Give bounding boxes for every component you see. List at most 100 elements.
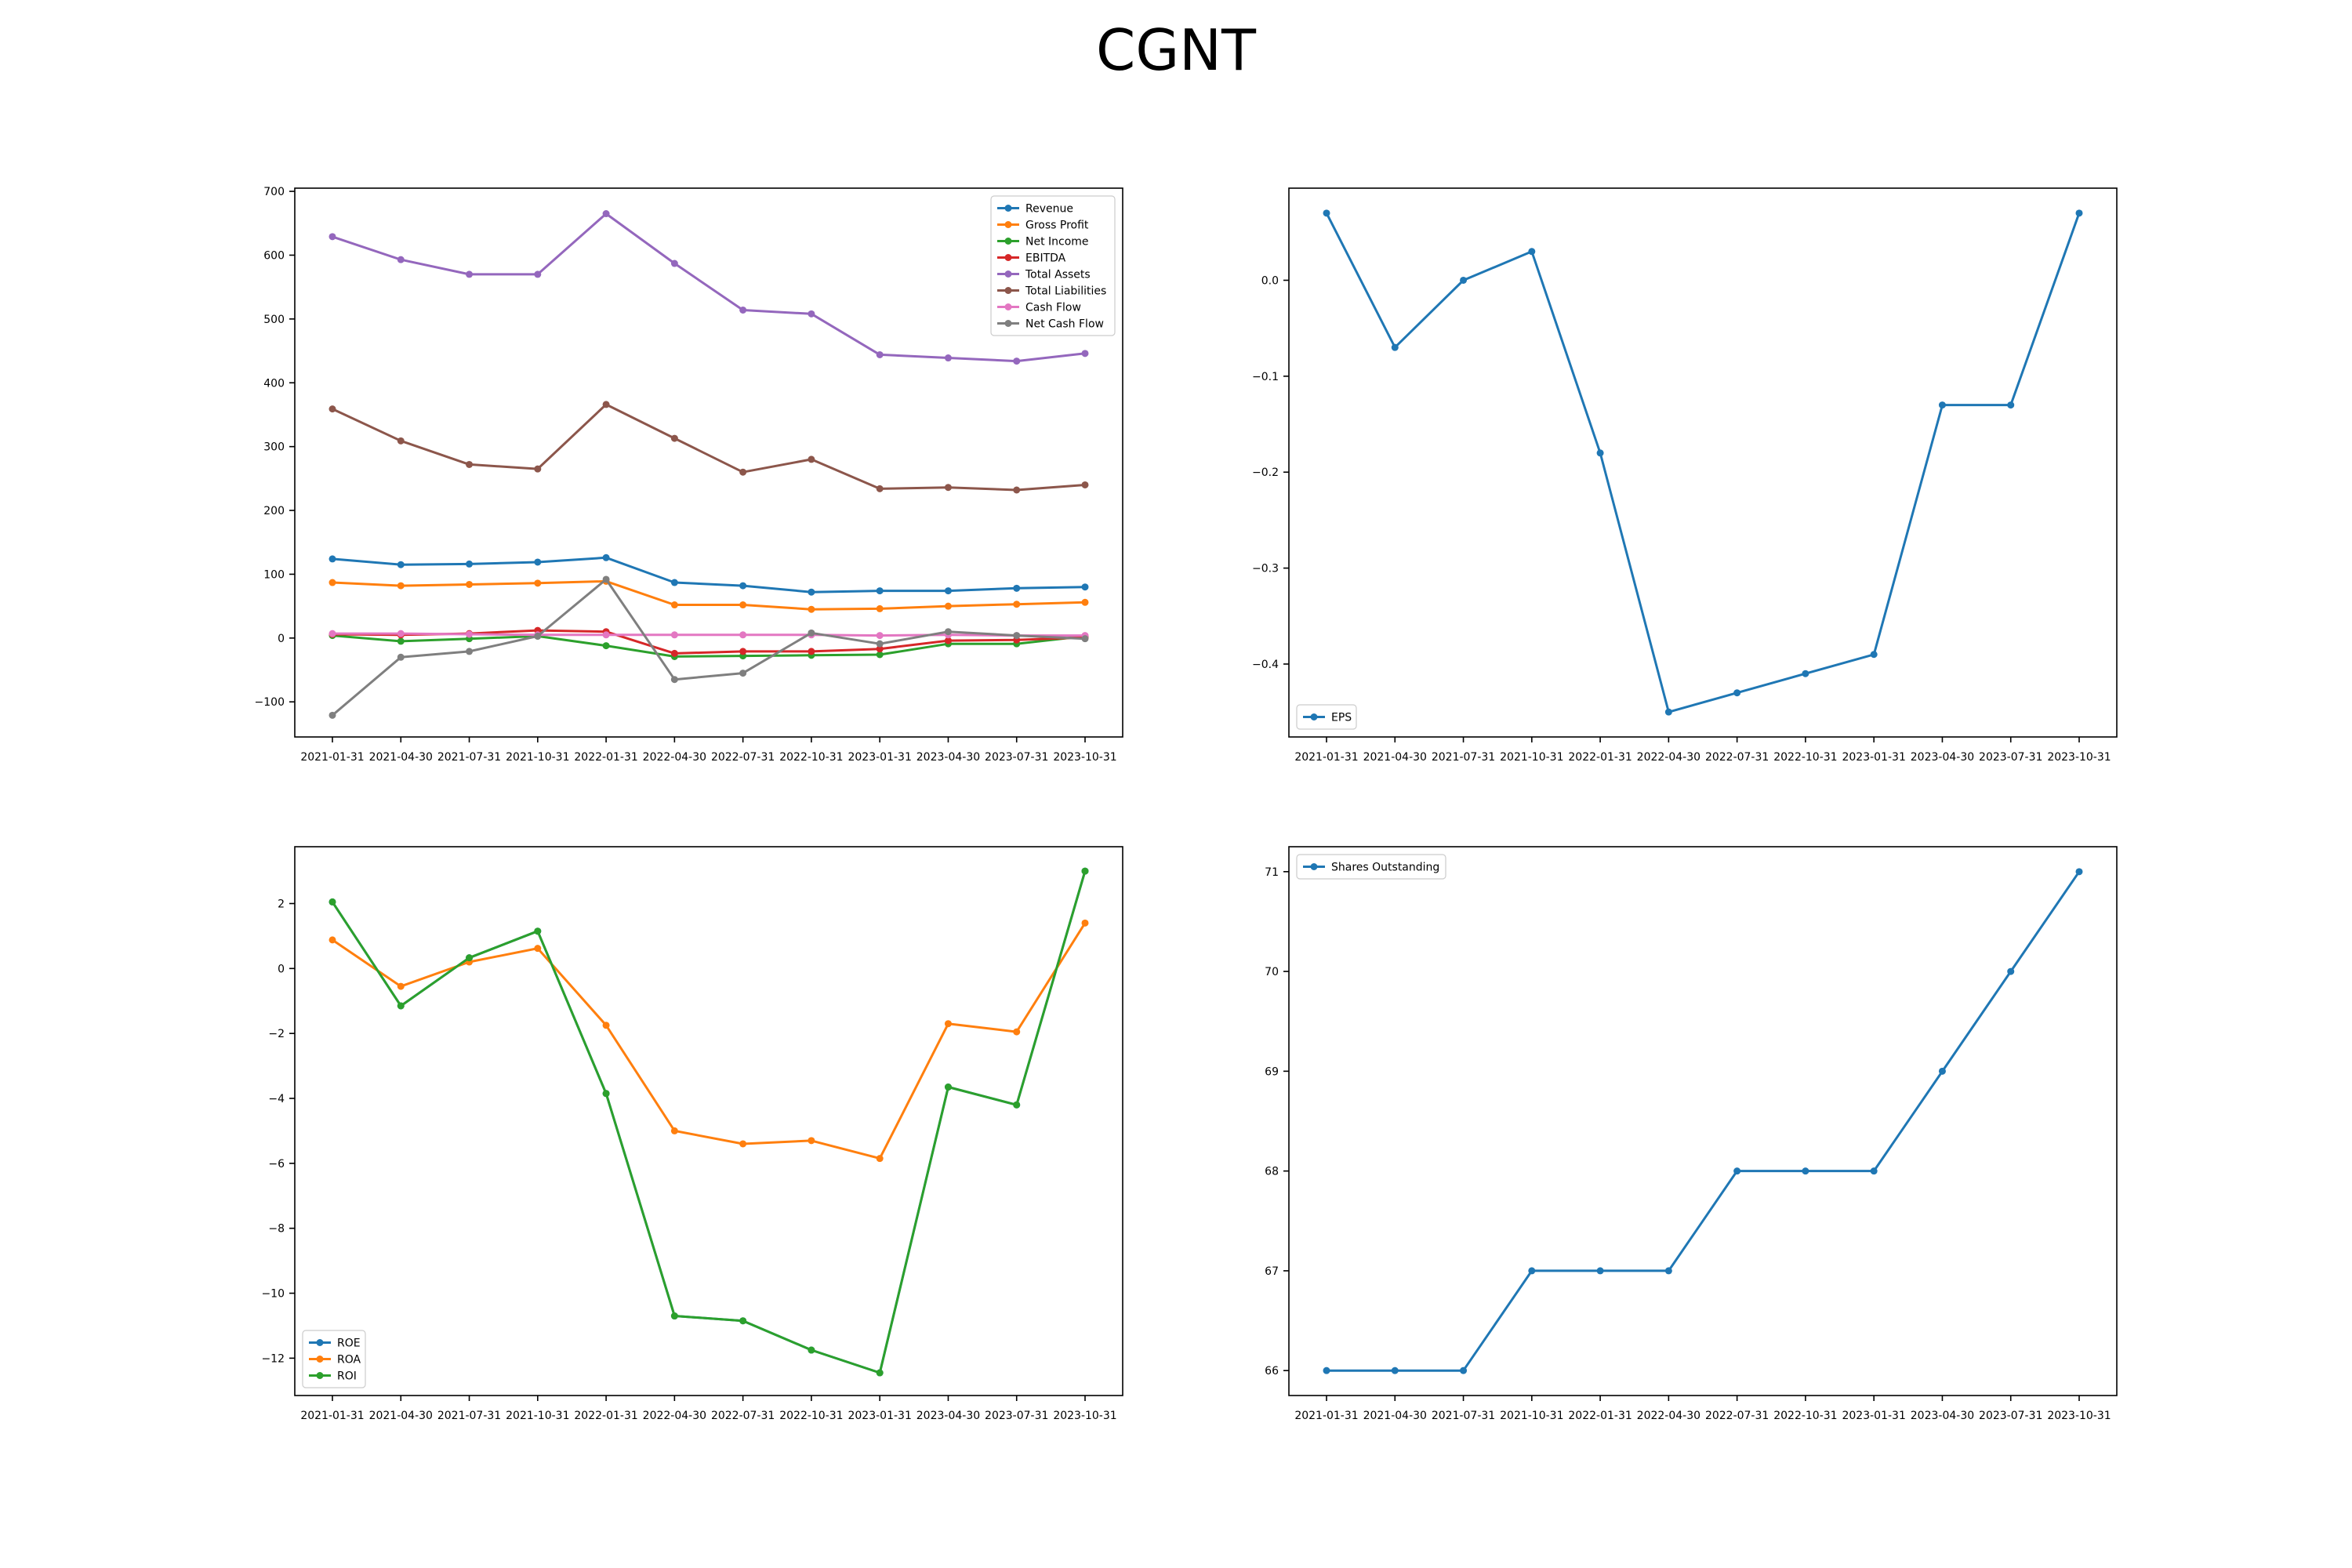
legend-label: EBITDA [1025,252,1066,265]
data-point [534,632,542,640]
data-point [1081,919,1089,927]
legend-label: ROE [337,1338,361,1350]
y-tick-label: 71 [1265,866,1279,879]
legend-swatch-marker [316,1356,324,1363]
x-tick-label: 2021-04-30 [1363,751,1427,764]
legend-label: Net Income [1025,236,1089,249]
series-eps [1323,209,2083,716]
data-point [1013,1028,1021,1036]
chart-panel-3: 2021-01-31 2021-04-30 2021-07-31 2021-10-31… [261,846,1123,1422]
data-point [944,1020,952,1028]
x-tick-label: 2023-07-31 [1979,751,2042,764]
series-roa [328,919,1089,1163]
data-point [1013,584,1021,592]
series-line [332,634,1086,658]
data-point [397,437,405,445]
data-point [670,260,678,267]
x-tick-label: 2021-07-31 [437,1410,501,1422]
data-point [1664,708,1672,716]
y-tick-label: 100 [263,568,285,581]
data-point [739,306,747,314]
y-tick-label: 300 [263,441,285,454]
data-point [2075,868,2083,876]
data-point [602,1022,610,1029]
data-point [670,434,678,442]
y-tick-label: 500 [263,314,285,326]
x-tick-label: 2021-10-31 [506,1410,569,1422]
series-line [331,870,1087,1374]
series-revenue [328,554,1089,596]
x-tick-label: 2023-07-31 [985,1410,1048,1422]
data-point [328,555,336,563]
data-point [808,588,815,596]
data-point [1460,1367,1468,1374]
x-tick-label: 2022-01-31 [1568,1410,1632,1422]
data-point [2007,401,2015,409]
data-point [808,1346,815,1354]
x-tick-label: 2022-04-30 [1637,751,1700,764]
data-point [602,1090,610,1098]
data-point [808,456,815,463]
series-cash-flow [328,630,1089,640]
data-point [466,270,474,278]
data-point [534,579,542,587]
data-point [466,580,474,588]
y-tick-label: −4 [268,1093,285,1105]
data-point [1460,276,1468,284]
data-point [2075,209,2083,217]
legend-swatch-marker [1004,287,1012,294]
data-point [1733,689,1741,697]
series-line [332,579,1086,611]
series-shares-outstanding [1323,868,2083,1374]
data-point [328,233,336,241]
y-tick-label: −0.2 [1252,466,1279,479]
x-tick-label: 2022-10-31 [779,1410,843,1422]
legend-label: Total Assets [1025,269,1091,281]
data-point [876,485,884,492]
data-point [1733,1167,1741,1175]
legend-swatch-marker [1004,254,1012,261]
x-tick-label: 2023-01-31 [848,1410,911,1422]
x-tick-label: 2022-04-30 [1637,1410,1700,1422]
x-tick-label: 2021-10-31 [1500,1410,1563,1422]
x-tick-label: 2023-10-31 [2047,1410,2111,1422]
series-line [332,212,1086,363]
data-point [1528,1267,1536,1275]
plot-frame [294,187,1123,738]
legend-label: Cash Flow [1025,302,1081,314]
data-point [1391,343,1399,351]
data-point [808,1137,815,1145]
data-point [739,631,747,639]
legend: ROE ROA ROI [302,1330,366,1388]
data-point [397,256,405,263]
legend-label: Net Cash Flow [1025,318,1104,331]
plot-frame [294,846,1123,1396]
chart-panel-2: 2021-01-31 2021-04-30 2021-07-31 2021-10-31… [1252,187,2118,764]
x-tick-label: 2021-01-31 [300,751,364,764]
x-tick-label: 2021-04-30 [1363,1410,1427,1422]
data-point [876,350,884,358]
data-point [1013,632,1021,640]
data-point [808,648,815,655]
data-point [739,1317,747,1325]
y-tick-label: 0.0 [1261,274,1279,287]
data-point [328,898,336,906]
data-point [534,945,542,953]
data-point [876,632,884,640]
data-point [1870,1167,1878,1175]
data-point [602,575,610,583]
data-point [739,582,747,590]
data-point [466,954,474,962]
data-point [1013,358,1021,365]
x-tick-label: 2023-07-31 [985,751,1048,764]
series-total-liabilities [328,401,1089,494]
data-point [944,484,952,492]
data-point [876,1155,884,1163]
legend-label: Total Liabilities [1025,285,1106,298]
data-point [944,602,952,610]
data-point [328,711,336,719]
legend-swatch-marker [1310,713,1318,720]
chart-panel-4: 2021-01-31 2021-04-30 2021-07-31 2021-10-31… [1265,846,2118,1422]
x-tick-label: 2023-04-30 [1911,751,1974,764]
data-point [944,587,952,595]
